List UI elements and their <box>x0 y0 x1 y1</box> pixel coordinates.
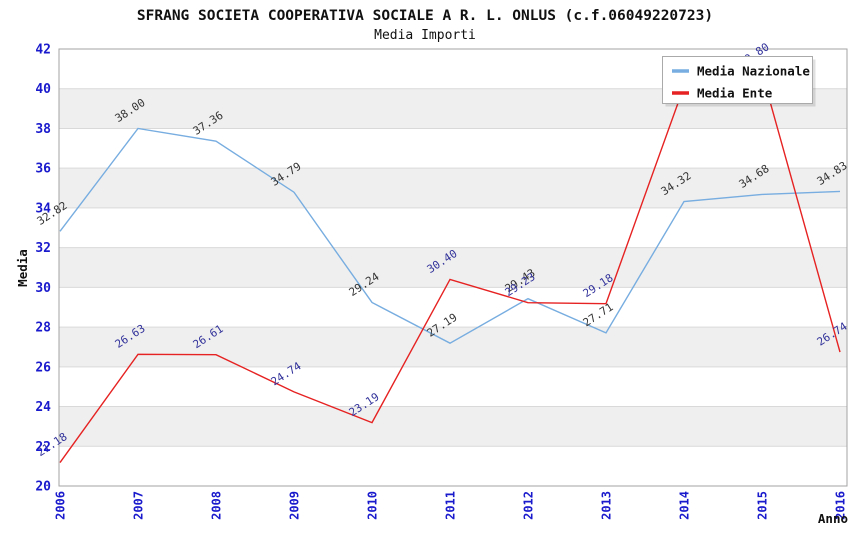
y-tick-label: 24 <box>35 400 51 415</box>
legend-box <box>662 56 813 104</box>
x-tick-label: 2013 <box>600 491 614 520</box>
x-tick-label: 2007 <box>132 491 146 520</box>
plot-band <box>59 366 847 407</box>
y-tick-label: 30 <box>35 281 51 296</box>
gridlines <box>58 48 848 487</box>
x-axis-title: Anno <box>818 511 848 526</box>
legend-label-nazionale: Media Nazionale <box>697 64 810 79</box>
x-tick-label: 2009 <box>288 491 302 520</box>
plot-band <box>59 446 847 486</box>
y-tick-label: 26 <box>35 360 51 375</box>
y-tick-label: 40 <box>35 82 51 97</box>
y-tick-label: 36 <box>35 162 51 177</box>
plot-border <box>58 48 848 487</box>
x-tick-label: 2012 <box>522 491 536 520</box>
plot-band <box>59 168 847 208</box>
x-tick-label: 2008 <box>210 491 224 520</box>
x-tick-label: 2016 <box>834 491 848 520</box>
legend-label-ente: Media Ente <box>697 86 773 101</box>
x-tick-label: 2006 <box>54 491 68 520</box>
plot-bands <box>59 49 847 486</box>
y-tick-label: 32 <box>35 241 51 256</box>
y-tick-label: 28 <box>35 321 51 336</box>
plot-band <box>59 128 847 169</box>
x-tick-label: 2015 <box>756 491 770 520</box>
page-title: SFRANG SOCIETA COOPERATIVA SOCIALE A R. … <box>137 8 713 24</box>
plot-band <box>59 406 847 447</box>
plot-band <box>59 327 847 367</box>
x-tick-label: 2014 <box>678 491 692 520</box>
y-tick-label: 22 <box>35 440 51 455</box>
y-tick-label: 34 <box>35 201 51 216</box>
x-tick-label: 2011 <box>444 491 458 520</box>
axis-ticks: 20 22 24 26 28 30 32 34 36 38 40 42 2006 2007 2008 2009… <box>35 43 847 520</box>
plot-band <box>59 207 847 248</box>
series-line-nazionale <box>59 127 841 344</box>
chart-subtitle: Media Importi <box>374 28 476 43</box>
y-axis-title: Media <box>15 249 30 287</box>
y-tick-label: 38 <box>35 122 51 137</box>
x-tick-label: 2010 <box>366 491 380 520</box>
y-tick-label: 20 <box>35 480 51 495</box>
plot-band <box>59 287 847 328</box>
legend: Media Nazionale Media Ente <box>662 56 816 107</box>
y-tick-label: 42 <box>35 43 51 58</box>
